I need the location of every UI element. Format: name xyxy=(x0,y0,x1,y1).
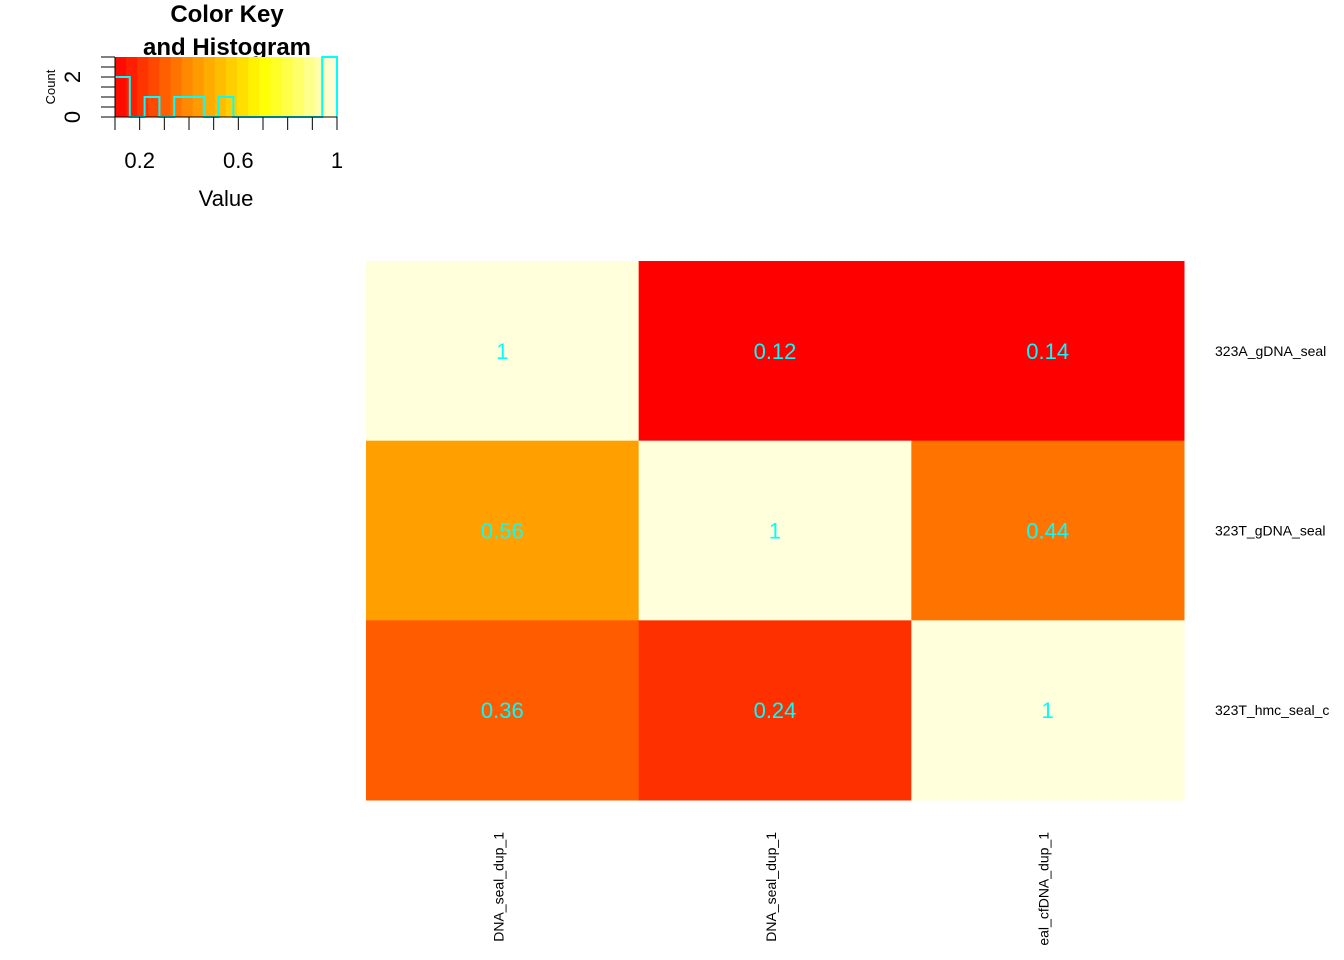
heatmap-column-label: DNA_seal_dup_1 xyxy=(490,832,506,942)
color-key-bin xyxy=(237,57,249,117)
heatmap-cell xyxy=(638,440,912,621)
heatmap-cell xyxy=(366,620,640,801)
heatmap-cell-label: 1 xyxy=(496,339,508,364)
heatmap-cell-label: 0.24 xyxy=(754,698,797,723)
color-key-bin xyxy=(148,57,160,117)
heatmap-cell xyxy=(911,440,1185,621)
key-title-line-2: and Histogram xyxy=(143,34,311,61)
color-key-bin xyxy=(314,57,327,117)
color-key-bin xyxy=(292,57,305,117)
color-key-bin xyxy=(248,57,260,117)
key-x-axis-label: Value xyxy=(199,186,254,211)
color-key-bin xyxy=(159,57,172,117)
heatmap-cell xyxy=(911,261,1185,442)
heatmap-column-label: eal_cfDNA_dup_1 xyxy=(1036,832,1052,946)
key-y-tick-label: 0 xyxy=(60,111,85,123)
key-y-tick-label: 2 xyxy=(60,71,85,83)
color-key-bin xyxy=(181,57,194,117)
heatmap-cell xyxy=(638,261,912,442)
heatmap-cell xyxy=(366,261,640,442)
heatmap: 1 0.12 0.14 0.56 1 0.44 0.36 0.24 1 323A_gDNA_sea… xyxy=(366,261,1329,946)
color-key-bin xyxy=(303,57,316,117)
color-key-bin xyxy=(126,57,138,117)
key-title-line-1: Color Key xyxy=(170,1,284,28)
key-x-tick-label: 0.6 xyxy=(223,148,254,173)
heatmap-row-label: 323T_gDNA_seal xyxy=(1215,523,1326,539)
heatmap-cell xyxy=(911,620,1185,801)
heatmap-cell-label: 0.56 xyxy=(481,519,524,544)
color-key-bin xyxy=(115,57,127,117)
heatmap-cell xyxy=(638,620,912,801)
color-key-bin xyxy=(170,57,183,117)
heatmap-cell-label: 0.12 xyxy=(754,339,797,364)
color-key-bin xyxy=(270,57,283,117)
heatmap-row-label: 323A_gDNA_seal xyxy=(1215,343,1326,359)
heatmap-cell-label: 0.44 xyxy=(1026,519,1069,544)
key-x-tick-label: 1 xyxy=(331,148,343,173)
heatmap-cell-label: 1 xyxy=(769,519,781,544)
heatmap-row-label: 323T_hmc_seal_c xyxy=(1215,702,1329,718)
heatmap-cell-label: 0.36 xyxy=(481,698,524,723)
color-key-bin xyxy=(325,57,338,117)
color-key-bin xyxy=(192,57,205,117)
color-key-bin xyxy=(137,57,149,117)
heatmap-cell xyxy=(366,440,640,621)
color-key-bin xyxy=(203,57,216,117)
heatmap-cell-label: 1 xyxy=(1042,698,1054,723)
heatmap-cell-label: 0.14 xyxy=(1026,339,1069,364)
color-key-bin xyxy=(226,57,238,117)
color-key-bin xyxy=(214,57,227,117)
color-key-bin xyxy=(281,57,294,117)
heatmap-column-label: DNA_seal_dup_1 xyxy=(763,832,779,942)
key-x-tick-label: 0.2 xyxy=(124,148,155,173)
key-y-axis-label: Count xyxy=(43,69,58,104)
color-key-bin xyxy=(259,57,271,117)
